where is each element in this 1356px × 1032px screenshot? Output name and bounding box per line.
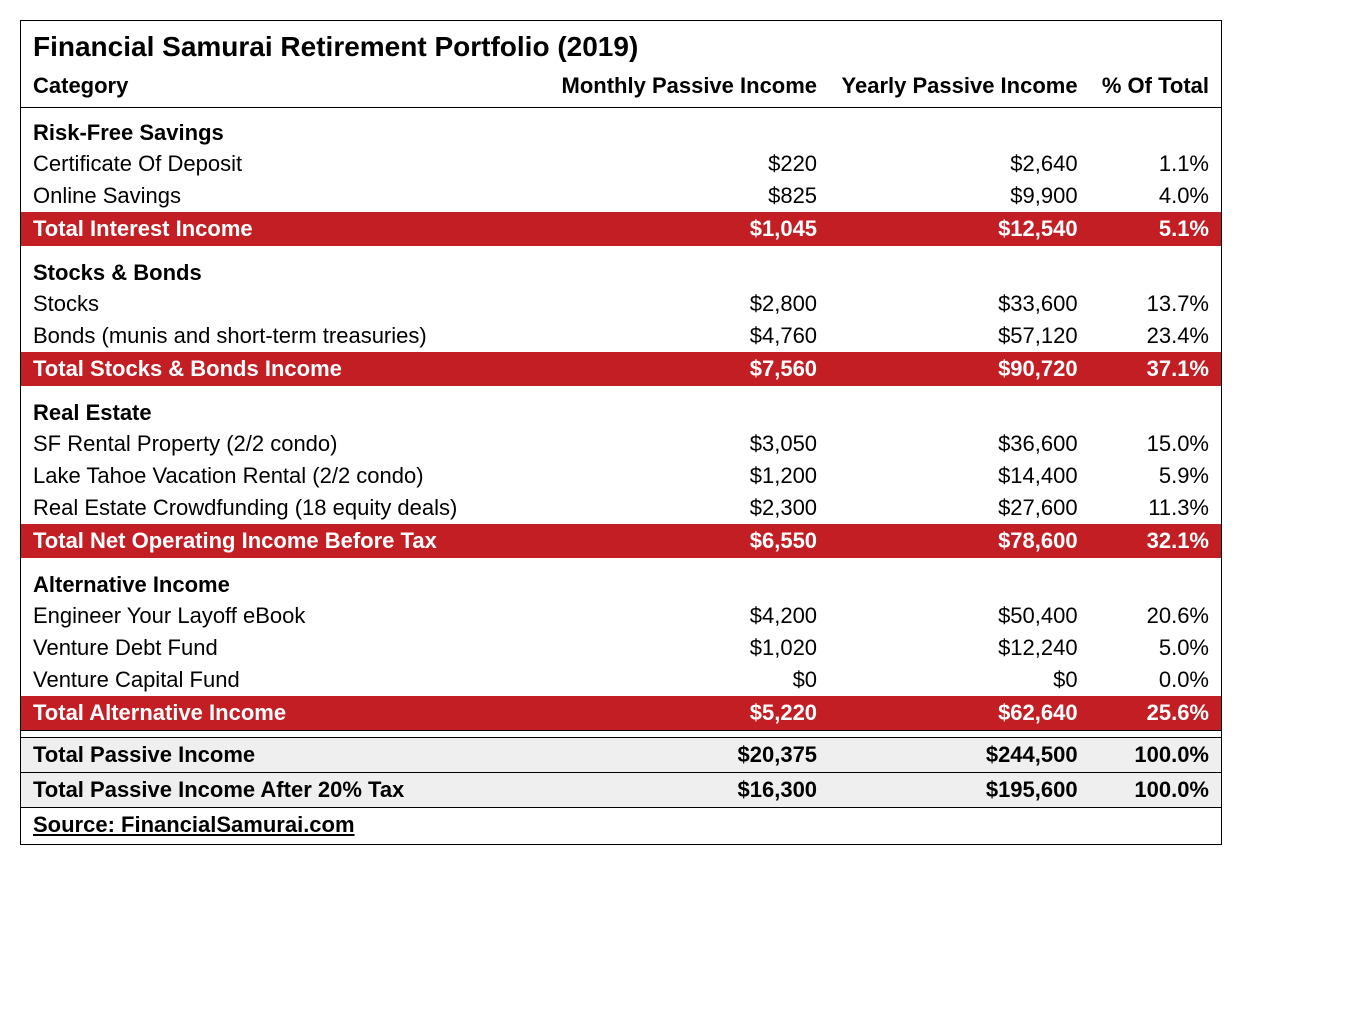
subtotal-label: Total Alternative Income bbox=[21, 696, 549, 731]
row-yearly: $36,600 bbox=[829, 428, 1090, 460]
table-row: Certificate Of Deposit $220 $2,640 1.1% bbox=[21, 148, 1221, 180]
row-yearly: $14,400 bbox=[829, 460, 1090, 492]
grand-total-row: Total Passive Income $20,375 $244,500 10… bbox=[21, 738, 1221, 773]
row-monthly: $4,760 bbox=[549, 320, 829, 352]
subtotal-yearly: $90,720 bbox=[829, 352, 1090, 386]
col-yearly: Yearly Passive Income bbox=[829, 67, 1090, 108]
row-yearly: $50,400 bbox=[829, 600, 1090, 632]
row-yearly: $27,600 bbox=[829, 492, 1090, 524]
row-monthly: $825 bbox=[549, 180, 829, 212]
grand-pct: 100.0% bbox=[1090, 773, 1221, 808]
grand-label: Total Passive Income bbox=[21, 738, 549, 773]
subtotal-yearly: $62,640 bbox=[829, 696, 1090, 731]
row-pct: 0.0% bbox=[1090, 664, 1221, 696]
subtotal-label: Total Net Operating Income Before Tax bbox=[21, 524, 549, 558]
subtotal-yearly: $78,600 bbox=[829, 524, 1090, 558]
table-row: Real Estate Crowdfunding (18 equity deal… bbox=[21, 492, 1221, 524]
row-yearly: $12,240 bbox=[829, 632, 1090, 664]
row-label: Real Estate Crowdfunding (18 equity deal… bbox=[21, 492, 549, 524]
row-monthly: $1,020 bbox=[549, 632, 829, 664]
table-row: SF Rental Property (2/2 condo) $3,050 $3… bbox=[21, 428, 1221, 460]
row-label: Online Savings bbox=[21, 180, 549, 212]
section-label: Risk-Free Savings bbox=[21, 108, 549, 149]
row-pct: 13.7% bbox=[1090, 288, 1221, 320]
row-yearly: $2,640 bbox=[829, 148, 1090, 180]
subtotal-monthly: $5,220 bbox=[549, 696, 829, 731]
grand-pct: 100.0% bbox=[1090, 738, 1221, 773]
section-head-stocks-bonds: Stocks & Bonds bbox=[21, 246, 1221, 288]
row-yearly: $33,600 bbox=[829, 288, 1090, 320]
row-label: Venture Debt Fund bbox=[21, 632, 549, 664]
subtotal-stocks-bonds: Total Stocks & Bonds Income $7,560 $90,7… bbox=[21, 352, 1221, 386]
row-monthly: $220 bbox=[549, 148, 829, 180]
col-pct: % Of Total bbox=[1090, 67, 1221, 108]
subtotal-pct: 25.6% bbox=[1090, 696, 1221, 731]
subtotal-label: Total Stocks & Bonds Income bbox=[21, 352, 549, 386]
section-label: Alternative Income bbox=[21, 558, 549, 600]
header-row: Category Monthly Passive Income Yearly P… bbox=[21, 67, 1221, 108]
section-label: Stocks & Bonds bbox=[21, 246, 549, 288]
row-label: Stocks bbox=[21, 288, 549, 320]
table-row: Venture Capital Fund $0 $0 0.0% bbox=[21, 664, 1221, 696]
row-label: Engineer Your Layoff eBook bbox=[21, 600, 549, 632]
section-head-alternative: Alternative Income bbox=[21, 558, 1221, 600]
table-row: Bonds (munis and short-term treasuries) … bbox=[21, 320, 1221, 352]
table-row: Online Savings $825 $9,900 4.0% bbox=[21, 180, 1221, 212]
col-monthly: Monthly Passive Income bbox=[549, 67, 829, 108]
row-pct: 1.1% bbox=[1090, 148, 1221, 180]
subtotal-interest: Total Interest Income $1,045 $12,540 5.1… bbox=[21, 212, 1221, 246]
col-category: Category bbox=[21, 67, 549, 108]
row-monthly: $4,200 bbox=[549, 600, 829, 632]
row-monthly: $2,800 bbox=[549, 288, 829, 320]
subtotal-pct: 5.1% bbox=[1090, 212, 1221, 246]
grand-monthly: $20,375 bbox=[549, 738, 829, 773]
source-row: Source: FinancialSamurai.com bbox=[21, 808, 1221, 845]
row-label: SF Rental Property (2/2 condo) bbox=[21, 428, 549, 460]
grand-monthly: $16,300 bbox=[549, 773, 829, 808]
table-title: Financial Samurai Retirement Portfolio (… bbox=[21, 21, 1221, 67]
grand-label: Total Passive Income After 20% Tax bbox=[21, 773, 549, 808]
row-pct: 20.6% bbox=[1090, 600, 1221, 632]
table-row: Venture Debt Fund $1,020 $12,240 5.0% bbox=[21, 632, 1221, 664]
subtotal-label: Total Interest Income bbox=[21, 212, 549, 246]
row-monthly: $2,300 bbox=[549, 492, 829, 524]
table-row: Lake Tahoe Vacation Rental (2/2 condo) $… bbox=[21, 460, 1221, 492]
row-yearly: $0 bbox=[829, 664, 1090, 696]
subtotal-monthly: $7,560 bbox=[549, 352, 829, 386]
row-monthly: $3,050 bbox=[549, 428, 829, 460]
subtotal-pct: 37.1% bbox=[1090, 352, 1221, 386]
row-yearly: $57,120 bbox=[829, 320, 1090, 352]
section-head-savings: Risk-Free Savings bbox=[21, 108, 1221, 149]
subtotal-yearly: $12,540 bbox=[829, 212, 1090, 246]
grand-total-after-tax-row: Total Passive Income After 20% Tax $16,3… bbox=[21, 773, 1221, 808]
subtotal-alternative: Total Alternative Income $5,220 $62,640 … bbox=[21, 696, 1221, 731]
row-pct: 5.9% bbox=[1090, 460, 1221, 492]
section-head-real-estate: Real Estate bbox=[21, 386, 1221, 428]
table-row: Engineer Your Layoff eBook $4,200 $50,40… bbox=[21, 600, 1221, 632]
row-pct: 4.0% bbox=[1090, 180, 1221, 212]
portfolio-table-container: Financial Samurai Retirement Portfolio (… bbox=[20, 20, 1222, 845]
subtotal-monthly: $1,045 bbox=[549, 212, 829, 246]
row-pct: 5.0% bbox=[1090, 632, 1221, 664]
grand-yearly: $244,500 bbox=[829, 738, 1090, 773]
row-pct: 11.3% bbox=[1090, 492, 1221, 524]
grand-yearly: $195,600 bbox=[829, 773, 1090, 808]
row-pct: 15.0% bbox=[1090, 428, 1221, 460]
portfolio-table: Category Monthly Passive Income Yearly P… bbox=[21, 67, 1221, 844]
source-text: Source: FinancialSamurai.com bbox=[21, 808, 1221, 845]
row-pct: 23.4% bbox=[1090, 320, 1221, 352]
subtotal-monthly: $6,550 bbox=[549, 524, 829, 558]
row-label: Lake Tahoe Vacation Rental (2/2 condo) bbox=[21, 460, 549, 492]
row-monthly: $1,200 bbox=[549, 460, 829, 492]
row-label: Certificate Of Deposit bbox=[21, 148, 549, 180]
table-row: Stocks $2,800 $33,600 13.7% bbox=[21, 288, 1221, 320]
subtotal-real-estate: Total Net Operating Income Before Tax $6… bbox=[21, 524, 1221, 558]
row-yearly: $9,900 bbox=[829, 180, 1090, 212]
subtotal-pct: 32.1% bbox=[1090, 524, 1221, 558]
spacer-row bbox=[21, 731, 1221, 738]
row-label: Bonds (munis and short-term treasuries) bbox=[21, 320, 549, 352]
section-label: Real Estate bbox=[21, 386, 549, 428]
row-monthly: $0 bbox=[549, 664, 829, 696]
row-label: Venture Capital Fund bbox=[21, 664, 549, 696]
